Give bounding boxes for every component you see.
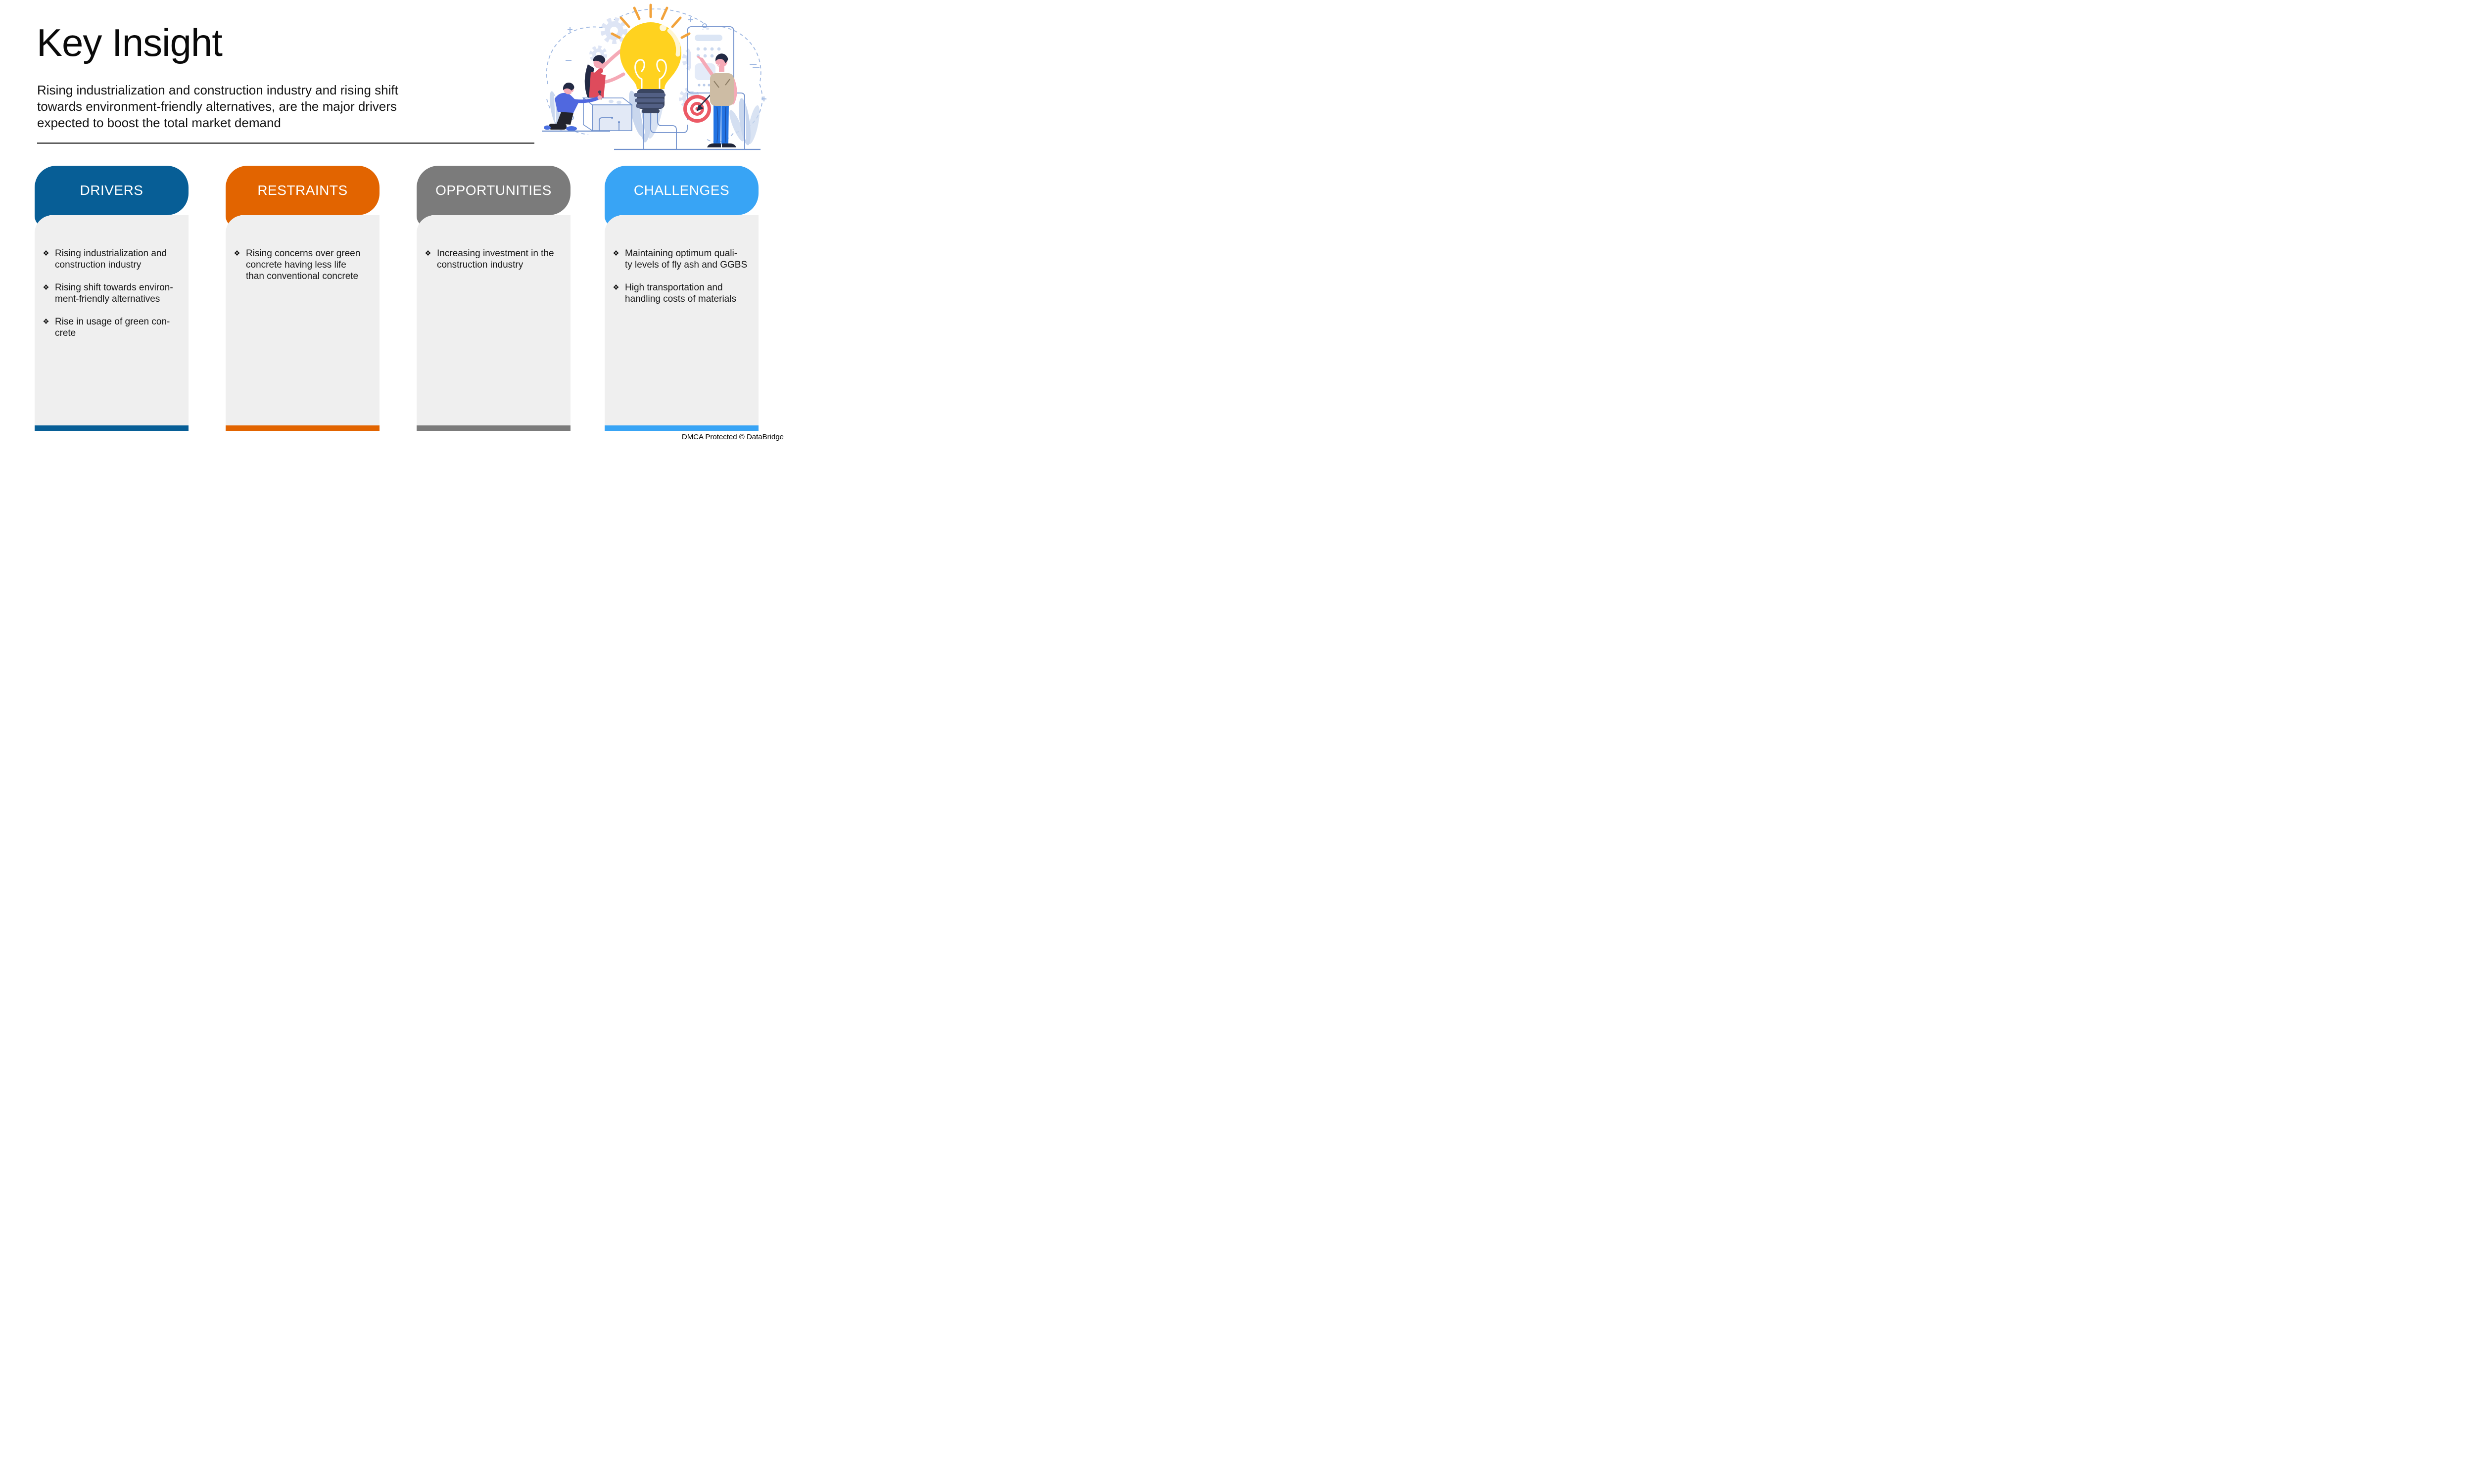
column-accent-strip	[226, 425, 380, 431]
column-restraints: RESTRAINTS ❖ Rising concerns over green …	[226, 166, 380, 431]
bullet-text: Rising shift towards environ- ment-frien…	[55, 282, 173, 304]
bullet-text: High transportation and handling costs o…	[625, 282, 736, 304]
bullet-text: Maintaining optimum quali- ty levels of …	[625, 248, 748, 270]
list-item: ❖ Increasing investment in the construct…	[424, 248, 568, 271]
idea-illustration	[537, 1, 775, 155]
column-header-drivers: DRIVERS	[35, 166, 189, 215]
bullet-icon: ❖	[613, 249, 619, 258]
bullet-list: ❖ Maintaining optimum quali- ty levels o…	[612, 248, 756, 305]
title-divider	[37, 142, 534, 144]
bullet-text: Rising industrialization and constructio…	[55, 248, 167, 270]
page-subtitle: Rising industrialization and constructio…	[37, 83, 398, 130]
list-item: ❖ Rise in usage of green con- crete	[42, 316, 186, 339]
bullet-icon: ❖	[43, 249, 49, 258]
page-title: Key Insight	[37, 21, 223, 64]
list-item: ❖ High transportation and handling costs…	[612, 282, 756, 305]
column-opportunities: OPPORTUNITIES ❖ Increasing investment in…	[406, 162, 571, 431]
slide-root: Key Insight Rising industrialization and…	[0, 0, 792, 445]
column-body-challenges: ❖ Maintaining optimum quali- ty levels o…	[605, 215, 759, 425]
list-item: ❖ Rising industrialization and construct…	[42, 248, 186, 271]
column-challenges: CHALLENGES ❖ Maintaining optimum quali- …	[605, 166, 759, 431]
column-header-opportunities: OPPORTUNITIES	[417, 166, 571, 215]
column-body-restraints: ❖ Rising concerns over green concrete ha…	[226, 215, 380, 425]
bullet-list: ❖ Rising concerns over green concrete ha…	[233, 248, 377, 282]
bullet-icon: ❖	[425, 249, 431, 258]
list-item: ❖ Rising shift towards environ- ment-fri…	[42, 282, 186, 305]
ground-line	[542, 130, 761, 150]
bullet-list: ❖ Increasing investment in the construct…	[424, 248, 568, 271]
column-header-challenges: CHALLENGES	[605, 166, 759, 215]
column-body-drivers: ❖ Rising industrialization and construct…	[35, 215, 189, 425]
kneeling-man-figure	[544, 82, 602, 131]
list-item: ❖ Rising concerns over green concrete ha…	[233, 248, 377, 282]
list-item: ❖ Maintaining optimum quali- ty levels o…	[612, 248, 756, 271]
bullet-icon: ❖	[43, 283, 49, 292]
bullet-icon: ❖	[613, 283, 619, 292]
column-drivers: DRIVERS ❖ Rising industrialization and c…	[35, 166, 189, 431]
column-accent-strip	[417, 425, 571, 431]
bullet-text: Rise in usage of green con- crete	[55, 317, 170, 338]
column-body-opportunities: ❖ Increasing investment in the construct…	[417, 215, 571, 425]
column-accent-strip	[605, 425, 759, 431]
bullet-text: Increasing investment in the constructio…	[437, 248, 554, 270]
bullet-list: ❖ Rising industrialization and construct…	[42, 248, 186, 339]
bullet-text: Rising concerns over green concrete havi…	[246, 248, 361, 281]
pointing-man-figure	[697, 53, 737, 147]
column-header-restraints: RESTRAINTS	[226, 166, 380, 215]
column-accent-strip	[35, 425, 189, 431]
bullet-icon: ❖	[234, 249, 240, 258]
dmca-footer: DMCA Protected © DataBridge	[681, 433, 784, 441]
bullet-icon: ❖	[43, 318, 49, 326]
lightbulb-icon	[611, 3, 691, 113]
